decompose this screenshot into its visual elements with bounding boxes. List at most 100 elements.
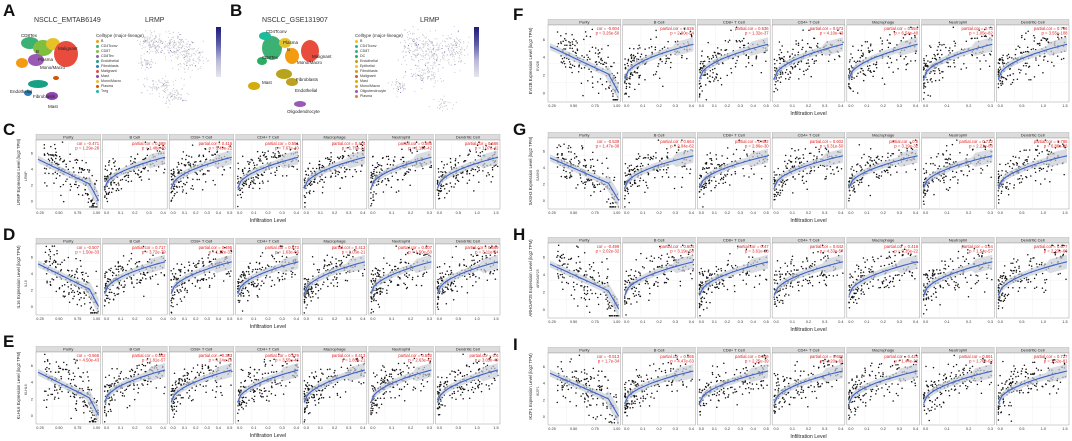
scatter-point bbox=[57, 263, 59, 265]
scatter-point bbox=[317, 402, 320, 404]
scatter-point bbox=[179, 274, 182, 277]
x-tick-label: 1.0 bbox=[474, 317, 479, 321]
feature-point bbox=[175, 56, 177, 58]
scatter-point bbox=[75, 181, 77, 183]
feature-point bbox=[176, 98, 178, 100]
scatter-point bbox=[412, 389, 414, 391]
scatter-point bbox=[371, 388, 374, 390]
scatter-point bbox=[379, 397, 382, 400]
scatter-point bbox=[253, 368, 256, 371]
scatter-point bbox=[111, 271, 114, 274]
scatter-point bbox=[91, 312, 94, 314]
scatter-point bbox=[309, 184, 312, 187]
feature-point bbox=[440, 98, 442, 100]
scatter-point bbox=[489, 272, 491, 275]
scatter-point bbox=[181, 378, 183, 381]
scatter-point bbox=[230, 250, 233, 253]
feature-point bbox=[181, 97, 183, 99]
scatter-point bbox=[274, 394, 277, 396]
scatter-point bbox=[296, 142, 298, 145]
scatter-point bbox=[439, 277, 441, 280]
scatter-point bbox=[94, 183, 96, 186]
feature-point bbox=[138, 62, 140, 64]
scatter-point bbox=[71, 269, 73, 272]
scatter-point bbox=[356, 149, 358, 151]
scatter-point bbox=[112, 157, 114, 160]
scatter-point bbox=[415, 284, 418, 286]
umap-b-legend-title: Celltype (major-lineage) bbox=[355, 33, 403, 38]
scatter-point bbox=[400, 388, 403, 391]
feature-point bbox=[166, 82, 168, 84]
scatter-point bbox=[186, 181, 188, 184]
legend-item: Endothelial bbox=[101, 59, 119, 63]
scatter-point bbox=[56, 252, 58, 255]
feature-point bbox=[449, 102, 451, 104]
feature-point bbox=[440, 42, 442, 44]
y-tick-label: 4 bbox=[31, 166, 34, 171]
legend-item: CD8T bbox=[360, 49, 370, 53]
feature-point bbox=[419, 39, 421, 41]
scatter-point bbox=[208, 286, 211, 288]
scatter-point bbox=[92, 206, 94, 208]
feature-point bbox=[192, 47, 194, 49]
facet-strip-label: B Cell bbox=[130, 347, 141, 352]
scatter-point bbox=[208, 261, 211, 263]
feature-point bbox=[464, 55, 466, 57]
scatter-point bbox=[179, 298, 182, 300]
feature-point bbox=[176, 91, 178, 93]
scatter-point bbox=[438, 176, 440, 178]
legend-item: B bbox=[101, 39, 104, 43]
scatter-point bbox=[321, 372, 323, 374]
scatter-point bbox=[85, 177, 88, 179]
feature-point bbox=[439, 77, 442, 80]
scatter-point bbox=[243, 401, 246, 404]
facet-strip-label: Macrophage bbox=[323, 347, 346, 352]
correlation-label: partial.cor = 0.416 bbox=[199, 141, 233, 146]
feature-point bbox=[431, 41, 433, 43]
scatter-point bbox=[106, 200, 109, 203]
feature-point bbox=[164, 56, 167, 58]
scatter-point bbox=[137, 373, 140, 375]
scatter-point bbox=[275, 260, 278, 263]
scatter-point bbox=[248, 373, 250, 376]
feature-point bbox=[149, 93, 151, 95]
scatter-point bbox=[441, 293, 443, 295]
scatter-point bbox=[442, 289, 444, 292]
feature-point bbox=[450, 47, 452, 49]
scatter-point bbox=[436, 302, 439, 304]
feature-point bbox=[155, 35, 157, 37]
scatter-point bbox=[82, 405, 85, 408]
scatter-point bbox=[55, 151, 57, 154]
scatter-point bbox=[239, 281, 241, 284]
feature-point bbox=[413, 73, 415, 75]
p-value-label: p = 3.55e-45 bbox=[275, 358, 299, 363]
scatter-point bbox=[380, 165, 383, 167]
scatter-point bbox=[216, 150, 219, 152]
scatter-point bbox=[104, 177, 107, 180]
feature-point bbox=[169, 44, 171, 46]
feature-point bbox=[160, 51, 162, 53]
feature-point bbox=[424, 57, 426, 59]
feature-point bbox=[144, 41, 147, 43]
scatter-point bbox=[181, 157, 183, 160]
feature-point bbox=[430, 51, 432, 53]
feature-point bbox=[432, 62, 434, 64]
panel-label-a: A bbox=[3, 1, 16, 20]
scatter-point bbox=[372, 311, 375, 313]
scatter-point bbox=[146, 362, 149, 364]
feature-point bbox=[148, 44, 150, 46]
feature-point bbox=[418, 61, 420, 63]
scatter-point bbox=[397, 362, 400, 365]
scatter-point bbox=[420, 382, 423, 385]
scatter-point bbox=[171, 384, 174, 386]
feature-point bbox=[187, 67, 190, 69]
feature-point bbox=[422, 79, 424, 81]
scatter-point bbox=[312, 393, 314, 396]
scatter-point bbox=[237, 177, 239, 180]
feature-point bbox=[165, 40, 167, 42]
feature-point bbox=[183, 48, 185, 50]
scatter-point bbox=[192, 188, 194, 190]
scatter-point bbox=[63, 159, 66, 161]
scatter-point bbox=[271, 255, 274, 258]
